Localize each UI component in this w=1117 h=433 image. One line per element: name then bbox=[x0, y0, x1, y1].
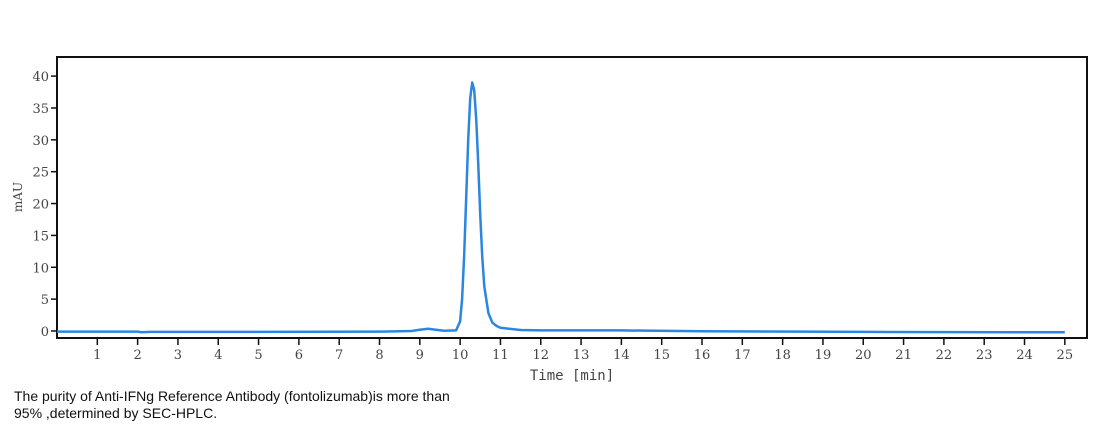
x-tick-label: 12 bbox=[532, 348, 549, 363]
y-axis: 0 5 10 15 20 25 30 35 40 bbox=[32, 70, 57, 340]
x-tick-label: 18 bbox=[774, 348, 791, 363]
y-tick-label: 20 bbox=[32, 198, 49, 213]
x-tick-label: 21 bbox=[895, 348, 912, 363]
x-tick-label: 11 bbox=[492, 348, 509, 363]
x-tick-label: 19 bbox=[815, 348, 832, 363]
x-tick-label: 16 bbox=[694, 348, 711, 363]
x-tick-label: 4 bbox=[214, 348, 222, 363]
figure-caption: The purity of Anti-IFNg Reference Antibo… bbox=[14, 388, 534, 422]
y-tick-label: 25 bbox=[32, 166, 49, 181]
x-tick-label: 2 bbox=[133, 348, 141, 363]
x-tick-label: 22 bbox=[936, 348, 953, 363]
x-tick-label: 25 bbox=[1057, 348, 1074, 363]
y-tick-label: 10 bbox=[32, 261, 49, 276]
x-axis: 1 2 3 4 5 6 7 8 9 10 11 12 13 14 15 16 17 18 19 20 21 22 23 24 2… bbox=[93, 338, 1073, 363]
plot-frame bbox=[56, 56, 1088, 339]
y-tick-label: 0 bbox=[41, 325, 49, 340]
y-axis-label: mAU bbox=[11, 182, 25, 212]
y-tick-label: 15 bbox=[32, 229, 49, 244]
x-tick-label: 5 bbox=[254, 348, 262, 363]
x-tick-label: 3 bbox=[174, 348, 182, 363]
x-tick-label: 6 bbox=[295, 348, 303, 363]
y-tick-label: 35 bbox=[32, 102, 49, 117]
x-tick-label: 10 bbox=[452, 348, 469, 363]
x-tick-label: 20 bbox=[855, 348, 872, 363]
chromatogram-trace bbox=[57, 81, 1065, 334]
x-tick-label: 24 bbox=[1016, 348, 1033, 363]
x-tick-label: 8 bbox=[375, 348, 383, 363]
x-tick-label: 1 bbox=[93, 348, 101, 363]
x-axis-label: Time [min] bbox=[530, 368, 614, 384]
x-tick-label: 23 bbox=[976, 348, 993, 363]
y-tick-label: 30 bbox=[32, 134, 49, 149]
x-tick-label: 7 bbox=[335, 348, 343, 363]
y-tick-label: 40 bbox=[32, 70, 49, 85]
y-tick-label: 5 bbox=[41, 293, 49, 308]
x-tick-label: 17 bbox=[734, 348, 751, 363]
x-tick-label: 13 bbox=[573, 348, 590, 363]
x-tick-label: 15 bbox=[653, 348, 670, 363]
x-tick-label: 14 bbox=[613, 348, 630, 363]
caption-line-2: 95% ,determined by SEC-HPLC. bbox=[14, 405, 218, 421]
caption-line-1: The purity of Anti-IFNg Reference Antibo… bbox=[14, 388, 450, 404]
chromatogram-chart: 1 2 3 4 5 6 7 8 9 10 11 12 13 14 15 16 17 18 19 20 21 22 23 24 2… bbox=[11, 56, 1088, 384]
x-tick-label: 9 bbox=[416, 348, 424, 363]
